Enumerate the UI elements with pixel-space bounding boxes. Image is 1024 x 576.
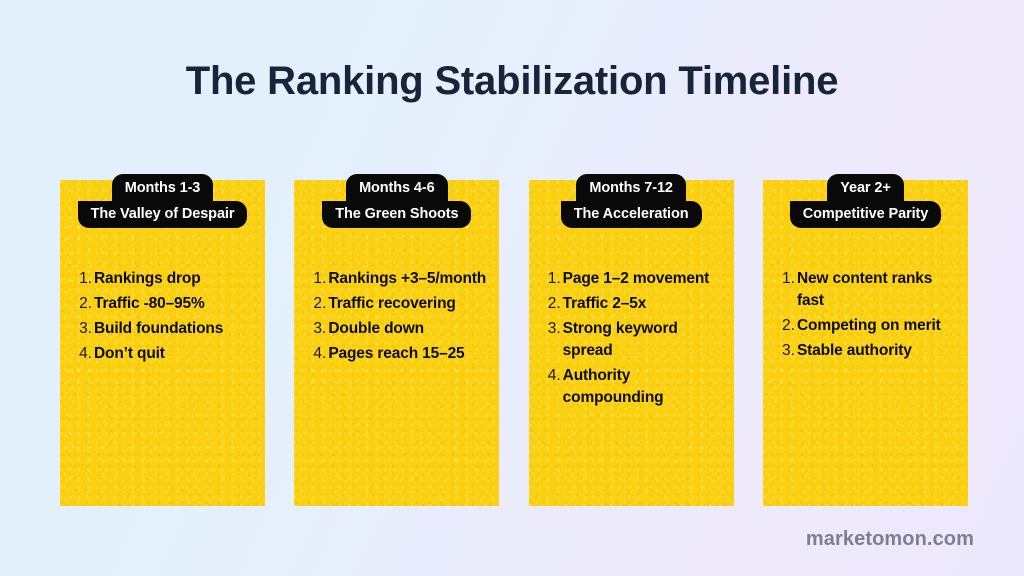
- list-item: 2. Traffic recovering: [308, 293, 491, 315]
- list-item-number: 1.: [79, 270, 92, 287]
- list-item-text: Rankings +3–5/month: [328, 270, 487, 287]
- timeline-card-row: Months 1-3 The Valley of Despair 1. Rank…: [60, 174, 968, 506]
- list-item-text: Stable authority: [796, 342, 912, 359]
- card-header-label: Months 4-6 The Green Shoots: [294, 174, 499, 228]
- list-item-text: Rankings drop: [94, 270, 201, 287]
- site-watermark: marketomon.com: [805, 528, 974, 550]
- list-item-number: 3.: [547, 320, 561, 337]
- list-item-text: Competing on merit: [796, 317, 941, 334]
- list-item: 4. Authority compounding: [543, 365, 726, 409]
- page-title: The Ranking Stabilization Timeline: [185, 59, 839, 103]
- list-item-number: 1.: [547, 270, 561, 287]
- card-phase-label: The Acceleration: [560, 200, 702, 228]
- list-item-text: Double down: [328, 320, 424, 337]
- list-item: 3. Stable authority: [777, 340, 960, 362]
- list-item-number: 1.: [782, 270, 795, 287]
- card-item-list: 1. Rankings drop 2. Traffic -80–95% 3. B…: [74, 268, 257, 368]
- timeline-card: Year 2+ Competitive Parity 1. New conten…: [762, 174, 968, 506]
- list-item-number: 3.: [79, 320, 92, 337]
- list-item-number: 2.: [313, 295, 327, 312]
- list-item-text: Don’t quit: [94, 345, 165, 362]
- card-item-list: 1. Rankings +3–5/month 2. Traffic recove…: [308, 268, 491, 368]
- list-item: 1. Rankings drop: [74, 268, 257, 290]
- card-header-label: Months 7-12 The Acceleration: [529, 174, 734, 228]
- card-period-label: Year 2+: [827, 174, 904, 202]
- list-item-number: 4.: [79, 345, 92, 362]
- list-item: 2. Traffic -80–95%: [74, 293, 257, 315]
- list-item: 2. Competing on merit: [777, 315, 960, 337]
- list-item-number: 2.: [547, 295, 561, 312]
- card-header-label: Year 2+ Competitive Parity: [763, 174, 968, 228]
- list-item-number: 3.: [313, 320, 327, 337]
- list-item-text: Build foundations: [94, 320, 224, 337]
- list-item: 4. Don’t quit: [74, 343, 257, 365]
- timeline-card: Months 1-3 The Valley of Despair 1. Rank…: [60, 174, 265, 506]
- timeline-card: Months 7-12 The Acceleration 1. Page 1–2…: [528, 174, 734, 506]
- list-item-text: Page 1–2 movement: [562, 270, 710, 287]
- list-item: 3. Double down: [308, 318, 491, 340]
- list-item-number: 2.: [79, 295, 92, 312]
- list-item-text: Traffic recovering: [328, 295, 456, 312]
- list-item: 1. Rankings +3–5/month: [308, 268, 491, 290]
- card-period-label: Months 1-3: [111, 174, 214, 202]
- timeline-card: Months 4-6 The Green Shoots 1. Rankings …: [294, 174, 500, 506]
- card-header-label: Months 1-3 The Valley of Despair: [60, 174, 265, 228]
- list-item-number: 4.: [547, 367, 561, 384]
- card-period-label: Months 7-12: [576, 174, 686, 202]
- card-phase-label: The Valley of Despair: [77, 200, 248, 228]
- list-item-number: 1.: [313, 270, 327, 287]
- list-item: 1. Page 1–2 movement: [543, 268, 726, 290]
- list-item-text: Strong keyword spread: [562, 320, 678, 359]
- card-period-label: Months 4-6: [346, 174, 448, 202]
- list-item-number: 2.: [782, 317, 795, 334]
- card-item-list: 1. New content ranks fast 2. Competing o…: [777, 268, 960, 365]
- list-item-text: Traffic 2–5x: [562, 295, 647, 312]
- list-item-text: New content ranks fast: [796, 270, 933, 309]
- list-item-text: Pages reach 15–25: [328, 345, 465, 362]
- card-phase-label: Competitive Parity: [789, 200, 942, 228]
- card-item-list: 1. Page 1–2 movement 2. Traffic 2–5x 3. …: [543, 268, 726, 412]
- list-item: 1. New content ranks fast: [777, 268, 960, 312]
- list-item-number: 3.: [782, 342, 795, 359]
- list-item: 4. Pages reach 15–25: [308, 343, 491, 365]
- card-phase-label: The Green Shoots: [322, 200, 472, 228]
- list-item: 3. Strong keyword spread: [543, 318, 726, 362]
- list-item: 2. Traffic 2–5x: [543, 293, 726, 315]
- list-item-text: Authority compounding: [562, 367, 664, 406]
- list-item: 3. Build foundations: [74, 318, 257, 340]
- list-item-text: Traffic -80–95%: [94, 295, 205, 312]
- list-item-number: 4.: [313, 345, 327, 362]
